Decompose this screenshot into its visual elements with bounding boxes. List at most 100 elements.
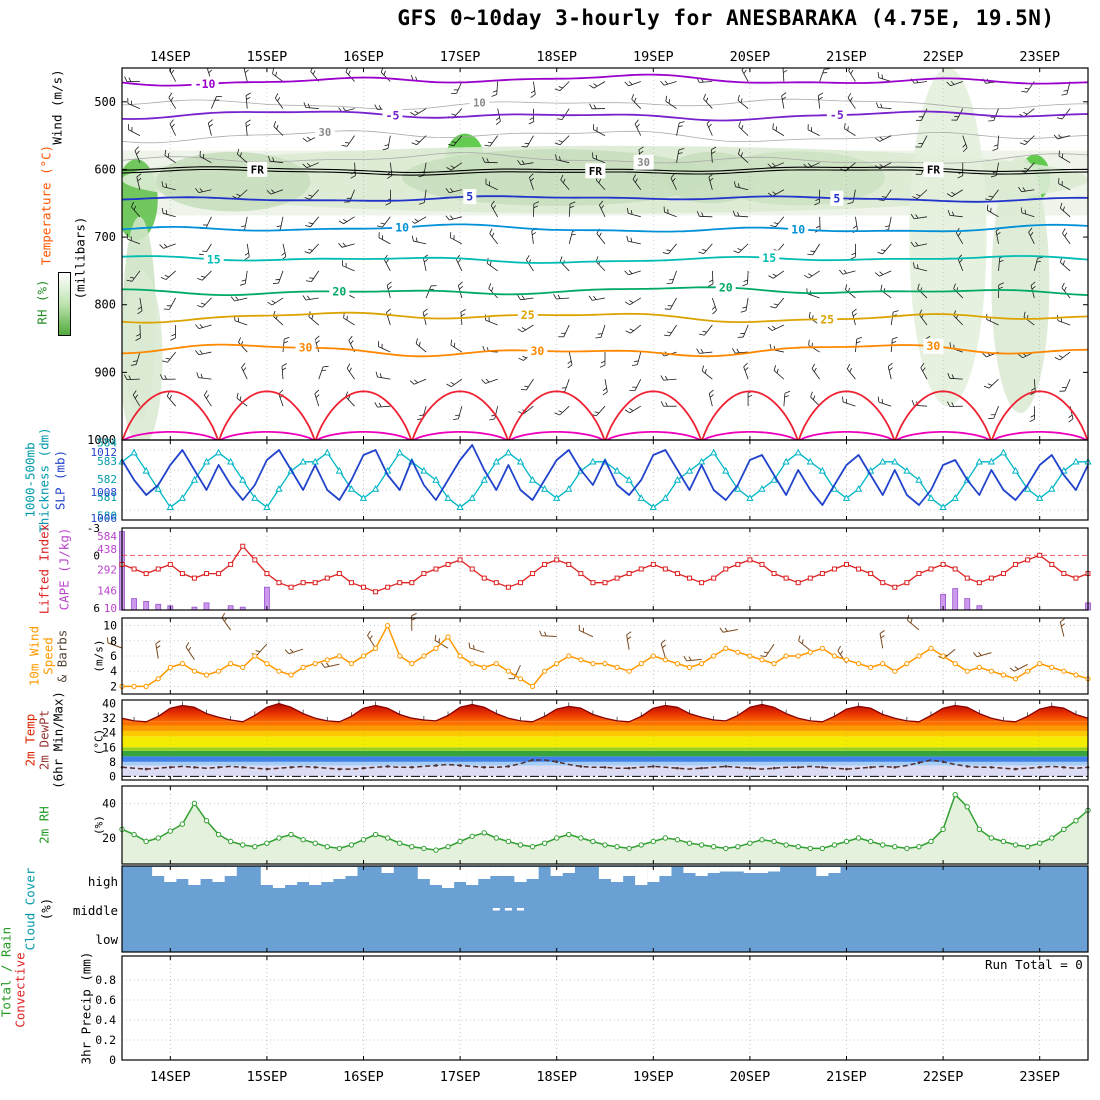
high-cloud: [598, 867, 612, 879]
high-cloud: [466, 867, 479, 885]
high-cloud: [212, 867, 225, 882]
panel-border: [121, 617, 1089, 695]
cape-bar: [952, 588, 959, 611]
date-label: 19SEP: [633, 1069, 674, 1085]
contour-label-box: [191, 76, 219, 92]
cloud-row-low: low: [95, 932, 118, 947]
high-cloud: [297, 867, 310, 882]
tick-label: 40: [102, 697, 116, 711]
t2m-line: [121, 702, 1089, 723]
high-cloud: [321, 867, 334, 882]
date-label: 14SEP: [150, 1069, 191, 1085]
date-label: 15SEP: [247, 1069, 288, 1085]
contour-label-box: [633, 154, 654, 170]
high-cloud: [683, 867, 696, 873]
tick-label: 1008: [91, 486, 118, 499]
high-cloud: [200, 867, 213, 879]
tick-label: 0.4: [95, 1013, 116, 1027]
slp-line: [121, 444, 1089, 506]
contour-label: 15: [207, 252, 221, 266]
high-cloud: [635, 867, 648, 885]
cape-bar: [203, 602, 210, 611]
tick-label: -3: [87, 522, 100, 535]
high-cloud: [731, 867, 744, 872]
contour-label-box: [314, 124, 335, 140]
middle-cloud: [492, 908, 500, 911]
rh2m-panel: [119, 791, 1091, 864]
tick-label: 800: [94, 298, 116, 312]
panel-border: [121, 439, 1089, 521]
date-label: 20SEP: [730, 1069, 771, 1085]
date-label: 16SEP: [343, 49, 384, 65]
high-cloud: [707, 867, 720, 873]
contour-label: -10: [195, 77, 216, 91]
contour-label: 5: [833, 191, 840, 205]
cloud-cover-panel: [122, 866, 1088, 952]
tick-label: 582: [97, 473, 117, 486]
high-cloud: [309, 867, 322, 885]
tick-label: 584: [97, 437, 117, 450]
contour-label-box: [715, 280, 736, 296]
high-cloud: [345, 867, 358, 876]
panel-border: [121, 785, 1089, 865]
high-cloud: [490, 867, 503, 876]
high-cloud: [659, 867, 672, 876]
cape-bar: [155, 603, 162, 611]
li-cape-panel: [119, 531, 1091, 611]
high-cloud: [381, 867, 394, 873]
t2m-fill: [122, 703, 1088, 722]
tick-label: 146: [97, 585, 117, 598]
tick-label: 0.6: [95, 993, 116, 1007]
high-cloud: [816, 867, 829, 876]
tick-label: 0: [109, 769, 116, 783]
high-cloud: [224, 867, 237, 876]
cape-bar: [131, 598, 137, 611]
high-cloud: [695, 867, 708, 876]
rh-shading-blob: [909, 68, 987, 407]
tick-label: 700: [94, 230, 116, 244]
tick-label: 1006: [91, 512, 118, 525]
contour-label-box: [517, 307, 538, 323]
high-cloud: [502, 867, 515, 876]
contour-label: 30: [530, 344, 544, 358]
date-label: 15SEP: [247, 49, 288, 65]
tick-label: 0.8: [95, 973, 116, 987]
high-cloud: [454, 867, 467, 882]
tick-label: 20: [102, 831, 116, 845]
high-cloud: [526, 867, 539, 879]
contour-label: 30: [927, 339, 941, 353]
wind10m-panel: [106, 612, 1091, 690]
contour-label: 10: [395, 220, 409, 234]
date-label: 18SEP: [536, 49, 577, 65]
cape-bar: [976, 605, 983, 611]
contour-label-box: [382, 107, 403, 123]
tick-label: 438: [97, 543, 117, 556]
contour-label: 25: [521, 308, 535, 322]
cape-bar: [143, 601, 150, 611]
contour-label-box: [585, 163, 606, 179]
rh-colorbar: [58, 272, 71, 336]
panel-border: [121, 527, 1089, 611]
tick-label: 581: [97, 491, 117, 504]
tick-label: 0: [109, 1053, 116, 1067]
contour-label-box: [463, 189, 477, 205]
high-cloud: [164, 867, 177, 882]
tick-label: 0: [93, 549, 100, 562]
tick-label: 584: [97, 530, 117, 543]
contour-label: 20: [332, 285, 346, 299]
contour-label: 10: [791, 222, 805, 236]
panel-border: [121, 955, 1089, 1061]
tick-label: 1012: [91, 446, 118, 459]
tick-label: 10: [104, 602, 117, 615]
cape-bar: [964, 598, 971, 611]
date-label: 17SEP: [440, 1069, 481, 1085]
tick-label: 2: [110, 679, 117, 693]
contour-label: 5: [466, 190, 473, 204]
high-cloud: [152, 867, 165, 876]
tick-label: 32: [102, 711, 116, 725]
panel-border: [121, 699, 1089, 781]
contour-label: 25: [820, 312, 834, 326]
contour-label: 30: [319, 127, 332, 139]
tick-label: 292: [97, 564, 117, 577]
